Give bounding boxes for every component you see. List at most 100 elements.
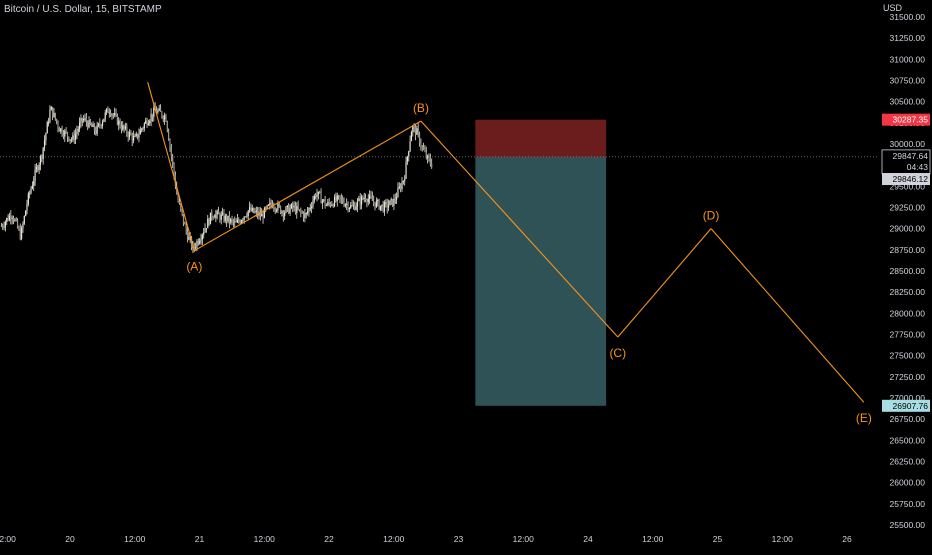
candle-body: [119, 120, 121, 127]
current-price-tag: 29847.64: [893, 151, 929, 161]
candle-body: [220, 214, 222, 220]
candle-body: [153, 107, 155, 117]
candle-body: [3, 226, 5, 228]
candle-body: [281, 211, 283, 214]
candle-body: [315, 195, 317, 197]
candle-body: [369, 195, 371, 199]
candle-body: [305, 212, 307, 214]
candle-body: [180, 203, 182, 210]
candle-body: [235, 221, 237, 223]
candle-body: [37, 166, 39, 171]
position-zones[interactable]: [475, 119, 607, 406]
candle-body: [114, 113, 116, 115]
candle-body: [91, 124, 93, 127]
candle-body: [431, 163, 433, 168]
candle-body: [216, 211, 218, 215]
candle-body: [402, 180, 404, 183]
candle-body: [209, 212, 212, 225]
candle-body: [172, 156, 174, 164]
candle-body: [308, 208, 310, 212]
candle-body: [363, 198, 365, 200]
candle-body: [54, 112, 56, 120]
y-tick-label: 31000.00: [890, 54, 926, 64]
current-price-tag-bg: [881, 149, 931, 175]
candle-body: [181, 209, 183, 214]
candle-body: [33, 180, 35, 186]
candle-body: [267, 204, 270, 206]
candle-body: [97, 123, 100, 126]
candle-body: [4, 221, 7, 227]
candle-body: [8, 215, 11, 221]
candle-body: [112, 114, 114, 116]
candle-body: [56, 119, 58, 123]
wave-segment: [194, 120, 422, 252]
y-tick-label: 25750.00: [890, 499, 926, 509]
candle-body: [142, 128, 144, 130]
candle-body: [425, 151, 427, 158]
candle-body: [261, 213, 263, 217]
candle-body: [25, 210, 27, 217]
candle-body: [242, 219, 244, 221]
candle-body: [43, 140, 46, 148]
candle-body: [92, 124, 94, 127]
candle-body: [115, 113, 117, 115]
y-tick-label: 28250.00: [890, 287, 926, 297]
candle-body: [236, 219, 239, 223]
candle-body: [188, 236, 190, 240]
price-axis[interactable]: 31500.00 31250.00 31000.00 30750.00 30500.00…: [890, 12, 926, 530]
candle-body: [149, 120, 151, 124]
candle-body: [329, 203, 332, 206]
candle-body: [427, 155, 429, 158]
candle-body: [26, 203, 28, 211]
y-tick-label: 27250.00: [890, 372, 926, 382]
candle-body: [93, 124, 96, 131]
candle-body: [85, 118, 87, 123]
candle-body: [39, 156, 42, 165]
candle-body: [412, 126, 414, 132]
candle-body: [185, 224, 187, 232]
candle-body: [420, 143, 422, 147]
wave-segment: [617, 228, 712, 338]
candle-body: [41, 156, 43, 159]
x-tick-label: 25: [713, 534, 723, 544]
candle-body: [173, 163, 175, 176]
candle-body: [111, 114, 113, 116]
candle-body: [58, 127, 60, 132]
candle-body: [421, 146, 423, 148]
x-tick-label: 21: [195, 534, 205, 544]
candle-body: [45, 133, 47, 141]
symbol-title[interactable]: Bitcoin / U.S. Dollar, 15, BITSTAMP: [4, 4, 162, 15]
candle-body: [197, 241, 199, 244]
candle-body: [269, 202, 271, 205]
candle-body: [306, 211, 309, 213]
candle-body: [215, 214, 217, 219]
candle-body: [157, 110, 159, 113]
x-tick-label: 12:00: [0, 534, 16, 544]
candle-body: [127, 133, 129, 137]
candle-body: [416, 128, 418, 135]
candle-body: [355, 206, 357, 210]
candle-body: [302, 213, 305, 218]
candle-body: [359, 198, 361, 205]
y-tick-label: 30000.00: [890, 139, 926, 149]
x-tick-label: 20: [65, 534, 75, 544]
candle-body: [161, 111, 163, 117]
candle-body: [96, 125, 98, 134]
candle-body: [387, 205, 390, 208]
candle-body: [284, 212, 286, 217]
candle-body: [122, 125, 124, 130]
x-tick-label: 23: [454, 534, 464, 544]
candle-body: [65, 130, 67, 133]
candle-body: [219, 214, 221, 220]
time-axis[interactable]: 12:00 20 12:00 21 12:00 22 12:00 23 12:00 24 12:00…: [0, 534, 852, 544]
candle-body: [304, 213, 306, 218]
candle-body: [338, 195, 340, 197]
candle-body: [141, 128, 143, 130]
candle-body: [195, 247, 197, 249]
candle-body: [227, 215, 229, 222]
candle-body: [212, 217, 214, 219]
candle-body: [151, 113, 154, 117]
candle-body: [223, 213, 225, 221]
